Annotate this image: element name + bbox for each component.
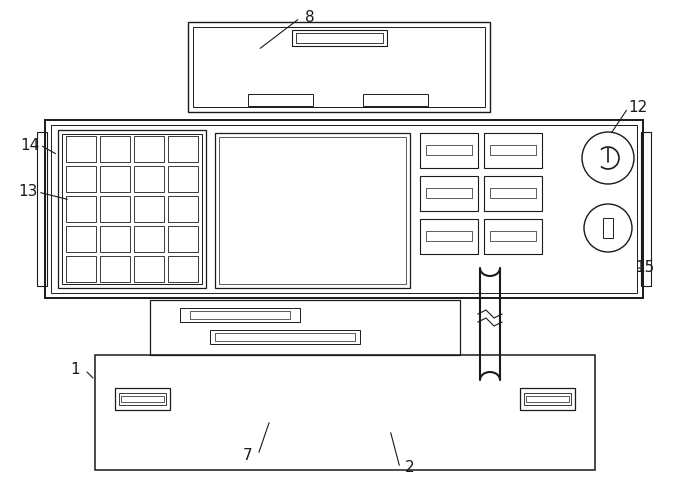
Bar [95,355,595,470]
Bar [490,231,536,241]
Bar [119,393,166,405]
Bar [51,125,637,293]
Bar [134,196,164,222]
Bar [219,137,406,284]
Bar [190,311,290,319]
Bar [641,132,651,286]
Bar [188,22,490,112]
Bar [296,33,383,43]
Bar [484,219,542,254]
Bar [490,145,536,155]
Bar [100,136,130,162]
Bar [168,166,198,192]
Bar [134,136,164,162]
Bar [426,188,472,198]
Bar [484,133,542,168]
Bar [66,226,96,252]
Bar [168,136,198,162]
Bar [524,393,571,405]
Text: 12: 12 [628,100,648,115]
Text: 15: 15 [635,261,654,276]
Text: 14: 14 [21,137,40,152]
Text: 2: 2 [405,461,415,475]
Bar [520,388,575,410]
Bar [66,166,96,192]
Bar [248,94,313,106]
Bar [603,218,613,238]
Bar [484,176,542,211]
Bar [100,196,130,222]
Bar [168,256,198,282]
Bar [426,231,472,241]
Bar [490,188,536,198]
Bar [66,256,96,282]
Bar [210,330,360,344]
Bar [420,133,478,168]
Bar [134,226,164,252]
Bar [292,30,387,46]
Bar [215,133,410,288]
Text: 13: 13 [19,185,38,200]
Bar [45,120,643,298]
Bar [180,308,300,322]
Bar [215,333,355,341]
Bar [426,145,472,155]
Text: 1: 1 [70,362,80,377]
Bar [121,396,164,402]
Bar [168,226,198,252]
Bar [58,130,206,288]
Bar [168,196,198,222]
Text: 7: 7 [244,448,253,463]
Bar [66,136,96,162]
Bar [193,27,485,107]
Bar [134,256,164,282]
Bar [100,256,130,282]
Bar [37,132,47,286]
Bar [66,196,96,222]
Bar [100,226,130,252]
Bar [100,166,130,192]
Bar [115,388,170,410]
Bar [420,176,478,211]
Bar [62,134,202,284]
Bar [526,396,569,402]
Bar [420,219,478,254]
Bar [150,300,460,355]
Bar [134,166,164,192]
Text: 8: 8 [305,11,315,25]
Bar [363,94,428,106]
